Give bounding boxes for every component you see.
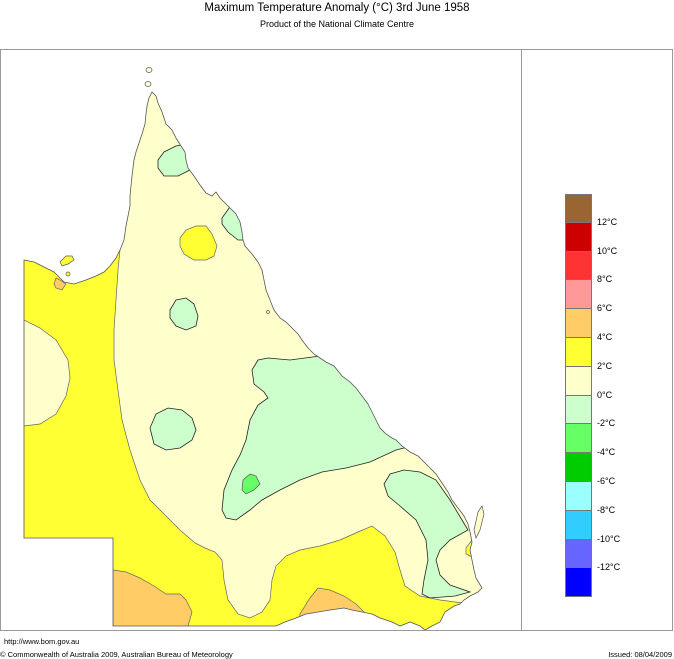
legend-label: 4°C	[597, 332, 613, 342]
legend-swatch	[565, 194, 592, 223]
color-legend: 12°C 10°C 8°C 6°C 4°C 2°C 0°C -2°C -4°C …	[565, 194, 620, 598]
legend-swatch	[565, 251, 592, 281]
legend-label: -8°C	[597, 504, 616, 515]
legend-swatch	[565, 309, 592, 338]
legend-divider	[521, 49, 522, 631]
legend-swatch	[565, 481, 592, 511]
copyright-notice: © Commonwealth of Australia 2009, Austra…	[0, 650, 233, 659]
anomaly-map	[23, 67, 485, 631]
contour-fills	[24, 92, 482, 630]
legend-swatch	[565, 424, 592, 454]
legend-label: 6°C	[597, 303, 613, 314]
legend-label: -10°C	[597, 533, 621, 544]
legend-label: 0°C	[597, 389, 613, 400]
legend-label: -4°C	[597, 447, 616, 458]
legend-label: -6°C	[597, 476, 616, 486]
issued-date: Issued: 08/04/2009	[608, 650, 672, 659]
legend-label: -2°C	[597, 418, 616, 429]
legend-label: 12°C	[597, 216, 618, 227]
legend-label: -12°C	[597, 562, 621, 573]
legend-swatch	[565, 539, 592, 569]
map-frame	[0, 49, 673, 631]
legend-label: 8°C	[597, 274, 613, 285]
legend-swatch	[565, 568, 592, 598]
islands	[59, 67, 485, 540]
source-url: http://www.bom.gov.au	[4, 637, 80, 646]
legend-swatch	[565, 510, 592, 540]
legend-label: 2°C	[597, 360, 613, 371]
legend-swatch	[565, 280, 592, 310]
map-title: Maximum Temperature Anomaly (°C) 3rd Jun…	[204, 2, 470, 14]
legend-label: 10°C	[597, 245, 618, 256]
legend-swatch	[565, 453, 592, 482]
legend-swatch	[565, 366, 592, 396]
map-subtitle: Product of the National Climate Centre	[259, 19, 415, 29]
legend-swatch	[565, 222, 592, 252]
legend-swatch	[565, 395, 592, 425]
legend-swatch	[565, 337, 592, 367]
